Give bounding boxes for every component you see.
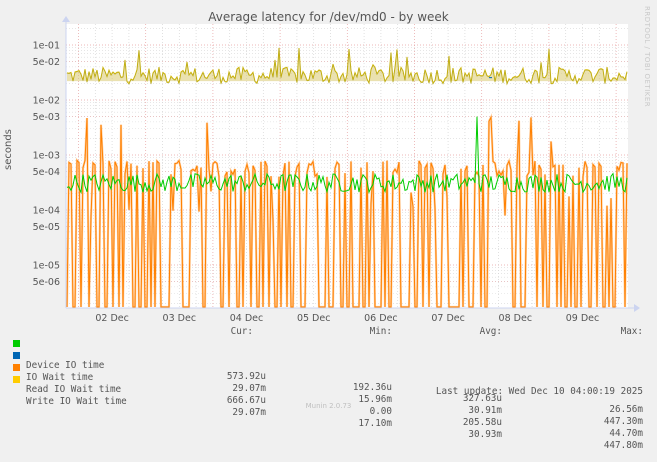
svg-text:1e-01: 1e-01 <box>33 41 60 52</box>
svg-text:08 Dec: 08 Dec <box>499 313 533 324</box>
legend-avg: 30.93m <box>468 429 502 440</box>
legend-row-io-wait: IO Wait time 29.07m 15.96m 30.91m 447.30… <box>0 350 657 427</box>
legend-max: 26.56m <box>609 404 643 415</box>
read-io-wait-swatch-icon <box>13 364 20 371</box>
legend-min: 192.36u <box>352 382 392 393</box>
legend-header-cur: Cur: <box>230 326 253 337</box>
io-wait-swatch-icon <box>13 352 20 359</box>
legend-max: 44.70m <box>609 428 643 439</box>
svg-text:02 Dec: 02 Dec <box>95 313 129 324</box>
legend-header-avg: Avg: <box>479 326 502 337</box>
svg-text:5e-04: 5e-04 <box>33 167 60 178</box>
svg-text:05 Dec: 05 Dec <box>297 313 331 324</box>
legend-cur: 29.07m <box>232 407 266 418</box>
legend-row-device-io: Device IO time 573.92u 192.36u 327.63u 2… <box>0 338 657 415</box>
legend-min: 0.00 <box>369 406 392 417</box>
legend-max: 447.80m <box>603 440 643 451</box>
munin-version: Munin 2.0.73 <box>305 402 352 410</box>
x-axis-arrow-icon <box>634 304 640 312</box>
svg-text:5e-05: 5e-05 <box>33 222 60 233</box>
data-series <box>65 47 629 309</box>
legend-avg: 30.91m <box>468 405 502 416</box>
legend-cur: 29.07m <box>232 383 266 394</box>
device-io-swatch-icon <box>13 340 20 347</box>
legend-cur: 666.67u <box>226 395 266 406</box>
write-io-wait-swatch-icon <box>13 376 20 383</box>
legend-label: Read IO Wait time <box>26 384 122 395</box>
chart-title: Average latency for /dev/md0 - by week <box>208 10 449 24</box>
legend-header-min: Min: <box>369 326 392 337</box>
legend-max: 447.30m <box>603 416 643 427</box>
rrdtool-watermark: RRDTOOL / TOBI OETIKER <box>643 6 651 108</box>
svg-text:07 Dec: 07 Dec <box>431 313 465 324</box>
legend-min: 15.96m <box>358 394 392 405</box>
legend-row-read-io-wait: Read IO Wait time 666.67u 0.00 205.58u 4… <box>0 362 657 439</box>
last-update: Last update: Wed Dec 10 04:00:19 2025 <box>435 386 643 397</box>
legend-avg: 205.58u <box>462 417 502 428</box>
legend-avg: 327.63u <box>462 393 502 404</box>
svg-text:5e-03: 5e-03 <box>33 112 60 123</box>
svg-text:09 Dec: 09 Dec <box>566 313 600 324</box>
svg-text:1e-03: 1e-03 <box>33 151 60 162</box>
svg-text:04 Dec: 04 Dec <box>230 313 264 324</box>
legend-min: 17.10m <box>358 418 392 429</box>
axis-ticks: 1e-01 5e-02 1e-02 5e-03 1e-03 5e-04 1e-04 5e-05… <box>33 41 600 325</box>
svg-text:1e-04: 1e-04 <box>33 206 60 217</box>
latency-chart: 1e-01 5e-02 1e-02 5e-03 1e-03 5e-04 1e-04 5e-05… <box>33 16 640 325</box>
legend-header-max: Max: <box>620 326 643 337</box>
svg-text:1e-02: 1e-02 <box>33 96 60 107</box>
svg-text:5e-02: 5e-02 <box>33 57 60 68</box>
svg-text:03 Dec: 03 Dec <box>163 313 197 324</box>
legend-row-write-io-wait: Write IO Wait time 29.07m 17.10m 30.93m … <box>0 374 657 451</box>
svg-text:06 Dec: 06 Dec <box>364 313 398 324</box>
legend-label: IO Wait time <box>26 372 94 383</box>
legend-cur: 573.92u <box>226 371 266 382</box>
svg-text:1e-05: 1e-05 <box>33 261 60 272</box>
svg-text:5e-06: 5e-06 <box>33 277 60 288</box>
legend-label: Write IO Wait time <box>26 396 127 407</box>
legend-label: Device IO time <box>26 360 105 371</box>
y-axis-arrow-icon <box>62 16 70 22</box>
